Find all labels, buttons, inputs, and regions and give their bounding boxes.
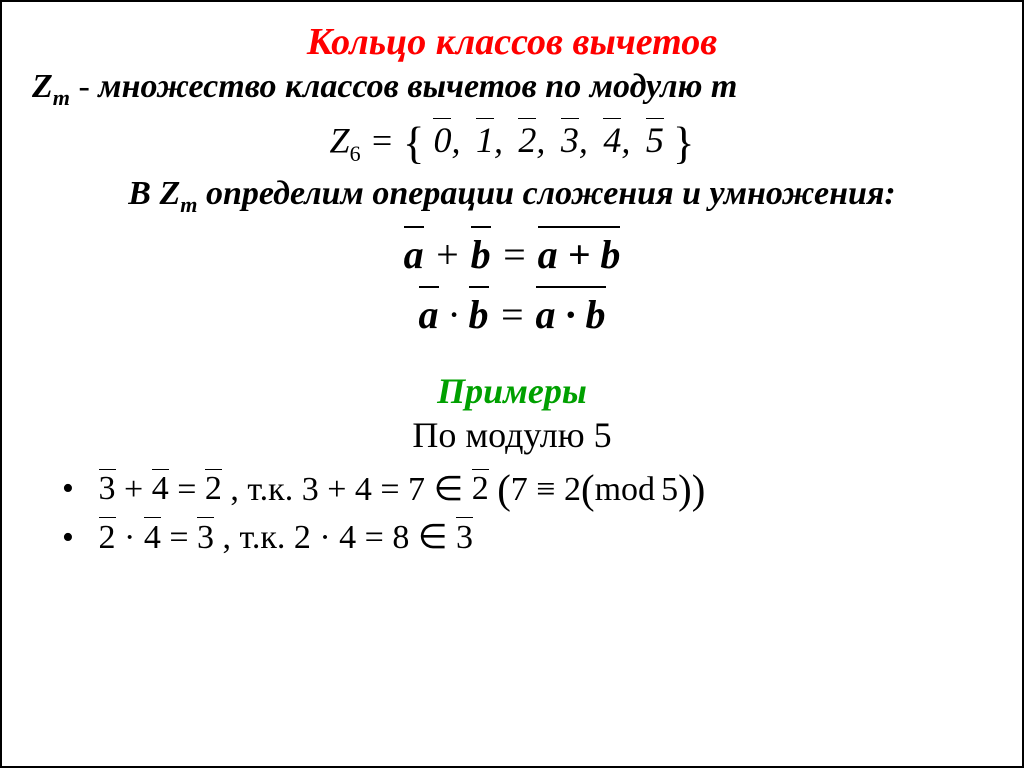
ex1-class: 2 (472, 470, 489, 508)
z6-e1: 1 (476, 119, 494, 161)
example-1: • 3 + 4 = 2 , т.к. 3 + 4 = 7 ∈ 2 (7 ≡ 2(… (62, 466, 992, 513)
ex2-res: 3 (197, 519, 214, 557)
ex2-class: 3 (456, 519, 473, 557)
ex1-mod: mod (595, 470, 655, 507)
ex1-plus: + (116, 470, 152, 507)
sym-Z: Z (32, 68, 53, 105)
mod5-label: По модулю 5 (32, 414, 992, 456)
mul-ab: a · b (536, 288, 606, 342)
slide-frame: Кольцо классов вычетов Zm - множество кл… (0, 0, 1024, 768)
sym-m: m (53, 85, 70, 110)
z6-e4: 4 (603, 119, 621, 161)
ops-Z: Z (159, 175, 180, 212)
bullet-icon: • (62, 519, 90, 557)
ex1-modclose: ) (678, 467, 692, 512)
mul-dot: · (449, 292, 469, 337)
ex1-tk: , т.к. (230, 470, 301, 507)
bullet-icon: • (62, 470, 90, 508)
ex2-in: ∈ (418, 519, 456, 556)
add-ab: a + b (538, 228, 621, 282)
add-eq: = (501, 232, 538, 277)
ops-pre: В (128, 175, 159, 212)
ex1-open: ( (497, 467, 511, 512)
ex2-prod: 2 · 4 = 8 (294, 519, 418, 556)
def-text: множество классов вычетов по модулю m (98, 68, 737, 105)
ex2-b: 4 (144, 519, 161, 557)
mul-eq: = (499, 292, 536, 337)
ex1-modopen: ( (581, 467, 595, 512)
ex1-sum: 3 + 4 = 7 (302, 470, 434, 507)
ex1-b: 4 (152, 470, 169, 508)
dash: - (78, 68, 98, 105)
z6-e0: 0 (433, 119, 451, 161)
ex2-eq: = (161, 519, 197, 556)
ex1-res: 2 (205, 470, 222, 508)
z6-sub: 6 (350, 141, 361, 166)
add-b: b (471, 228, 491, 282)
ex1-eq: = (169, 470, 205, 507)
ex1-in: ∈ (434, 470, 472, 507)
add-a: a (404, 228, 424, 282)
z6-e5: 5 (646, 119, 664, 161)
examples-heading: Примеры (32, 370, 992, 412)
ex1-modn: 5 (661, 470, 678, 507)
mul-a: a (419, 288, 439, 342)
z6-Z: Z (330, 120, 350, 160)
z6-e3: 3 (561, 119, 579, 161)
ops-m: m (180, 192, 197, 217)
example-2: • 2 · 4 = 3 , т.к. 2 · 4 = 8 ∈ 3 (62, 517, 992, 557)
ex2-dot: · (116, 519, 144, 556)
operations-intro: В Zm определим операции сложения и умнож… (32, 175, 992, 218)
z6-eq: = (370, 120, 403, 160)
ex2-a: 2 (99, 519, 116, 557)
ex2-tk: , т.к. (223, 519, 294, 556)
definition-line: Zm - множество классов вычетов по модулю… (32, 68, 992, 111)
ops-post: определим операции сложения и умножения: (197, 175, 895, 212)
equation-multiplication: a · b = a · b (32, 288, 992, 342)
rbrace: } (673, 118, 695, 168)
z6-set: Z6 = { 0, 1, 2, 3, 4, 5 } (32, 117, 992, 169)
z6-e2: 2 (518, 119, 536, 161)
add-plus: + (434, 232, 471, 277)
ex1-a: 3 (99, 470, 116, 508)
equation-addition: a + b = a + b (32, 228, 992, 282)
ex1-cong: 7 ≡ 2 (511, 470, 581, 507)
mul-b: b (469, 288, 489, 342)
ex1-close: ) (692, 467, 706, 512)
lbrace: { (403, 118, 425, 168)
slide-title: Кольцо классов вычетов (32, 20, 992, 64)
